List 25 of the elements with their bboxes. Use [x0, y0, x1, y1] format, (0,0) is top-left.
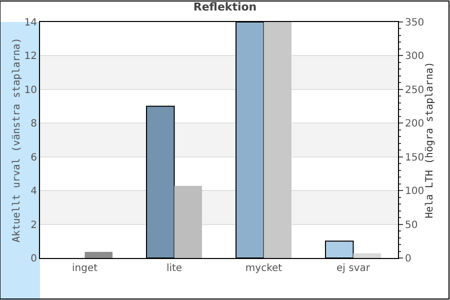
y2-tick-label: 350: [405, 18, 424, 28]
y2-tick-label: 50: [405, 220, 418, 231]
bar: [353, 253, 381, 258]
y2-tick-label: 250: [405, 84, 424, 96]
y2-tick-label: 150: [405, 152, 424, 164]
x-tick-label: mycket: [245, 263, 282, 274]
y2-tick-label: 0: [405, 254, 412, 264]
y-tick-label: 2: [30, 220, 37, 231]
chart-title: Reflektion: [193, 0, 257, 14]
y-tick-label: 4: [30, 186, 37, 198]
x-tick-label: lite: [166, 263, 182, 274]
y-tick-label: 10: [24, 84, 37, 96]
y-axis-title: Aktuellt urval (vänstra staplarna): [11, 38, 22, 242]
bar: [84, 252, 112, 258]
y-tick-label: 0: [30, 254, 37, 264]
y2-tick-label: 300: [405, 51, 424, 62]
y2-tick-label: 100: [405, 186, 424, 198]
y-tick-label: 14: [24, 18, 37, 28]
y2-tick-label: 200: [405, 118, 424, 130]
y-tick-label: 6: [30, 152, 37, 164]
y2-axis-title: Hela LTH (högra staplarna): [424, 62, 436, 218]
x-tick-label: ej svar: [336, 263, 371, 274]
y-tick-label: 8: [30, 118, 37, 130]
x-tick-label: inget: [72, 263, 98, 274]
y-tick-label: 12: [24, 51, 37, 62]
